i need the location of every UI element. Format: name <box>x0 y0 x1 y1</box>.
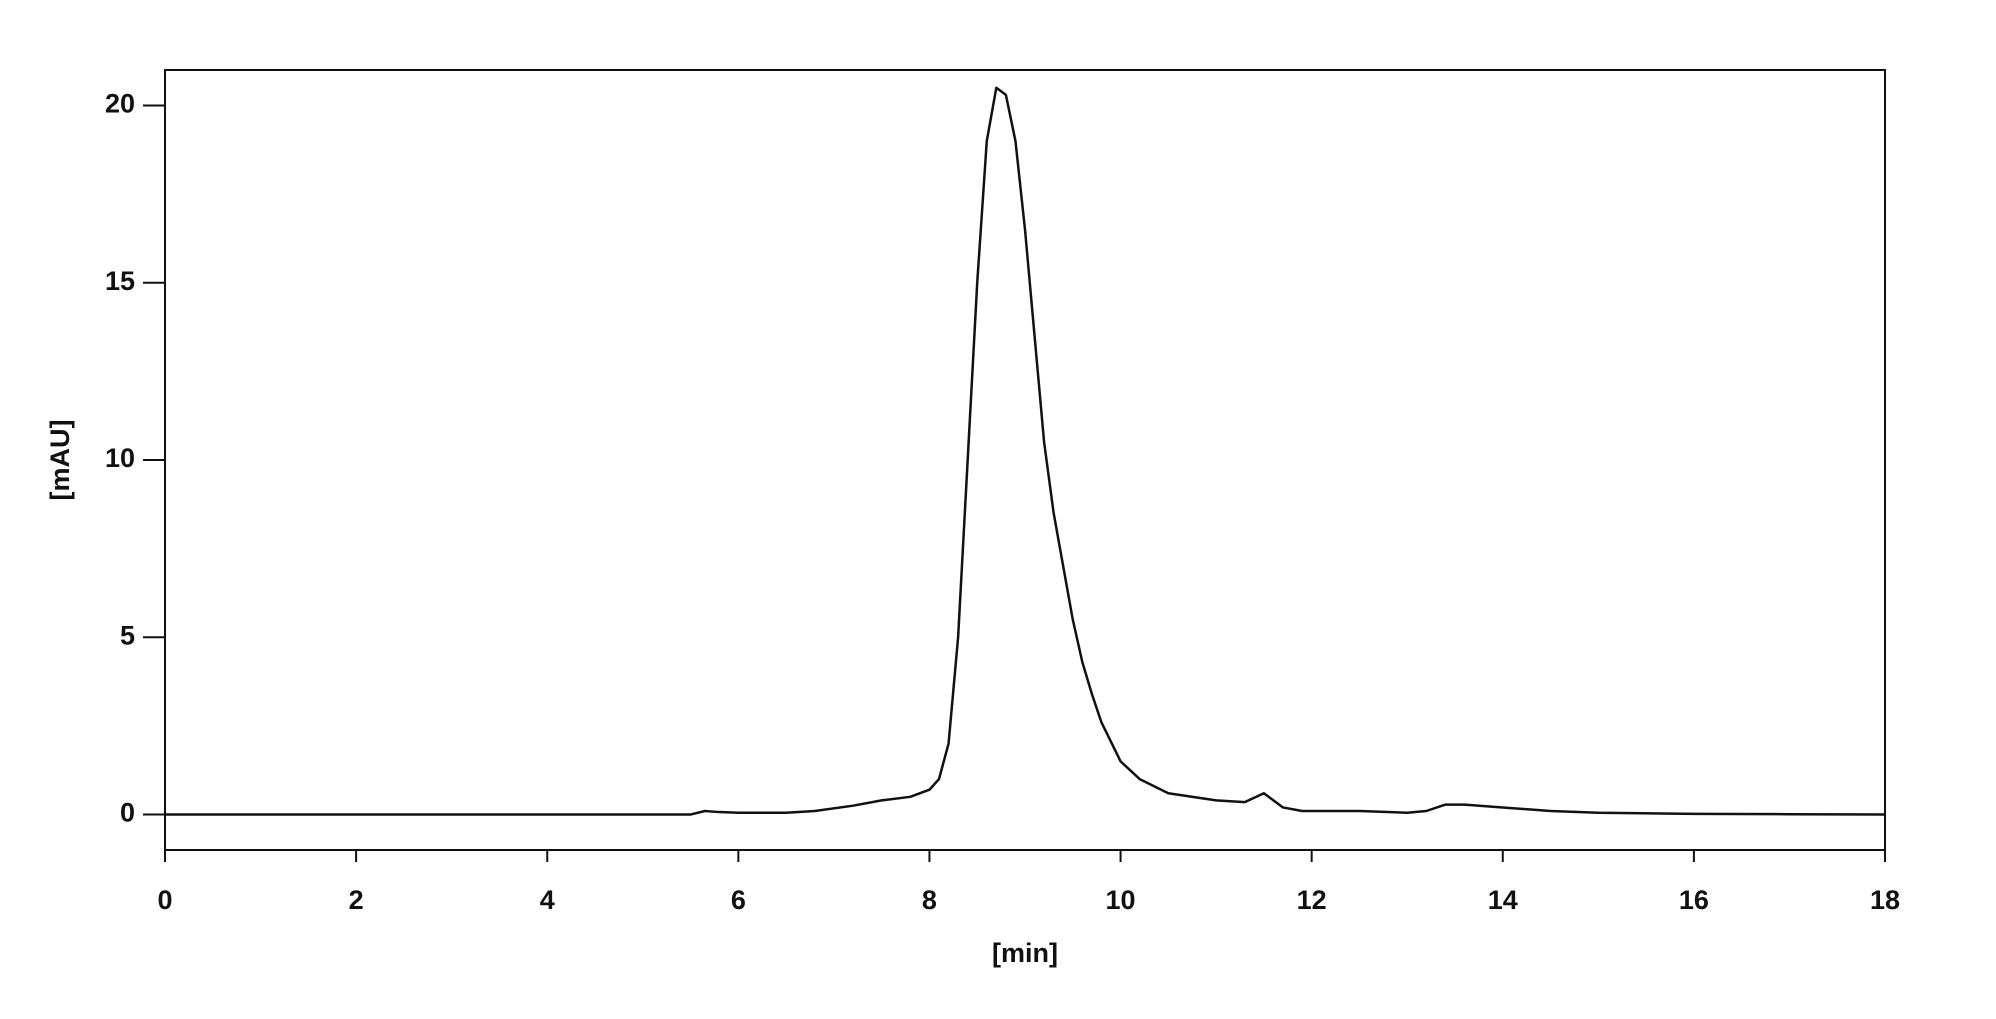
x-tick-label: 12 <box>1297 885 1327 915</box>
x-tick-label: 16 <box>1679 885 1709 915</box>
x-tick-label: 14 <box>1488 885 1518 915</box>
y-tick-label: 0 <box>120 798 135 828</box>
y-axis-label: [mAU] <box>45 420 75 501</box>
x-axis-label: [min] <box>992 938 1058 968</box>
x-tick-label: 10 <box>1106 885 1136 915</box>
plot-frame <box>164 69 1886 851</box>
trace-line <box>165 86 1886 816</box>
y-tick-label: 20 <box>105 89 135 119</box>
x-tick-label: 4 <box>540 885 555 915</box>
x-tick-label: 6 <box>731 885 746 915</box>
y-tick-label: 5 <box>120 620 135 650</box>
x-tick-label: 0 <box>157 885 172 915</box>
x-tick-label: 18 <box>1870 885 1900 915</box>
y-tick-label: 15 <box>105 266 135 296</box>
x-tick-label: 8 <box>922 885 937 915</box>
x-tick-label: 2 <box>349 885 364 915</box>
y-tick-label: 10 <box>105 443 135 473</box>
